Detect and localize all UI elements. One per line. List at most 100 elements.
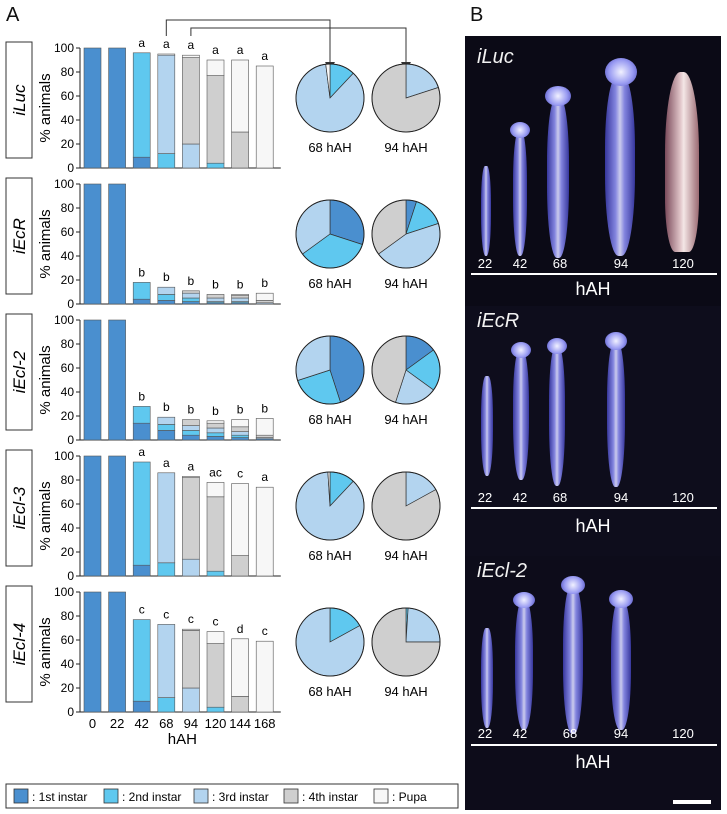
significance-letter: b [212, 404, 219, 418]
legend-swatch [373, 788, 389, 804]
bar-segment [157, 53, 176, 56]
bar-segment [132, 282, 151, 300]
legend-label: : 2nd instar [122, 790, 181, 804]
larva-42 [515, 600, 533, 730]
legend-swatch [103, 788, 119, 804]
x-tick-label: 68 [159, 716, 173, 731]
bar-segment [231, 131, 249, 169]
bar-segment [182, 558, 200, 577]
hah-title-iluc: hAH [575, 279, 611, 299]
pie-label: 94 hAH [384, 412, 427, 427]
y-tick-label: 60 [61, 497, 75, 511]
y-axis-label: % animals [37, 73, 54, 142]
y-tick-label: 0 [67, 569, 74, 583]
pie-outline [295, 335, 365, 405]
y-tick-label: 80 [61, 337, 75, 351]
bar-segment [206, 643, 225, 708]
bar-segment [108, 591, 126, 713]
significance-letter: c [139, 603, 145, 617]
significance-letter: b [163, 400, 170, 414]
bar-segment [132, 461, 151, 566]
y-tick-label: 80 [61, 473, 75, 487]
larva-head-94 [605, 58, 637, 86]
significance-letter: c [163, 607, 169, 621]
bar-segment [83, 591, 102, 713]
y-tick-label: 40 [61, 657, 75, 671]
y-tick-label: 0 [67, 705, 74, 719]
y-tick-label: 80 [61, 201, 75, 215]
photo-label-iecr: iEcR [477, 310, 520, 332]
y-axis-label: % animals [37, 481, 54, 550]
significance-letter: c [213, 615, 219, 629]
bar-segment [182, 430, 200, 436]
larva-head-94 [609, 590, 633, 608]
significance-letter: a [163, 37, 170, 51]
bar-segment [206, 422, 225, 429]
bar-segment [182, 292, 200, 299]
larva-head-42 [510, 122, 530, 138]
bar-segment [157, 54, 176, 154]
tick-label: 68 [552, 256, 568, 271]
photo-ticks-iecl2: 22 42 68 94 120 [465, 726, 721, 744]
bar-segment [231, 419, 249, 428]
significance-letter: a [138, 36, 145, 50]
pie-label: 68 hAH [308, 276, 351, 291]
bar-segment [182, 419, 200, 426]
x-tick-label: 94 [184, 716, 198, 731]
pie-label: 68 hAH [308, 684, 351, 699]
bar-segment [132, 406, 151, 424]
pie-outline [371, 471, 441, 541]
arrow-line [165, 19, 331, 62]
pie-outline [295, 471, 365, 541]
tick-label: 42 [512, 256, 528, 271]
panel-b-label: B [470, 4, 484, 26]
y-tick-label: 100 [54, 313, 74, 327]
bar-segment [157, 562, 176, 577]
bar-charts-figure: iLuc % animals 0 20 40 60 80 100 a a a a a a 68 hAH 94 … [5, 19, 459, 809]
y-tick-label: 100 [54, 585, 74, 599]
bar-segment [206, 496, 225, 572]
bar-segment [108, 47, 126, 169]
pie-outline [371, 63, 441, 133]
bar-segment [255, 65, 274, 169]
bar-segment [206, 59, 225, 76]
bar-segment [108, 183, 126, 305]
tick-label: 42 [512, 726, 528, 741]
bar-segment [83, 455, 102, 577]
bar-segment [182, 476, 200, 478]
larva-42 [513, 350, 529, 480]
row-label: iLuc [10, 84, 29, 116]
bar-segment [231, 483, 249, 556]
larva-68 [563, 586, 583, 734]
tick-label: 120 [672, 726, 694, 741]
y-tick-label: 20 [61, 545, 75, 559]
photo-iecl2: iEcl-2 22 42 68 94 120 hAH [465, 556, 721, 810]
bar-segment [157, 416, 176, 425]
legend-label: : Pupa [392, 790, 427, 804]
tick-label: 68 [552, 490, 568, 505]
hah-axis-line [471, 507, 717, 509]
pie-outline [371, 335, 441, 405]
significance-letter: b [138, 389, 145, 403]
pie-label: 68 hAH [308, 140, 351, 155]
bar-segment [108, 319, 126, 441]
tick-label: 94 [613, 726, 629, 741]
significance-letter: a [188, 38, 195, 52]
panel-a-label: A [6, 4, 20, 26]
pie-label: 94 hAH [384, 548, 427, 563]
larva-22 [481, 628, 493, 728]
y-tick-label: 20 [61, 137, 75, 151]
bar-segment [132, 564, 151, 577]
y-tick-label: 100 [54, 449, 74, 463]
photo-iluc: iLuc 22 42 68 94 120 hAH [465, 36, 721, 306]
larva-head-68 [547, 338, 567, 354]
row-label-box [5, 585, 33, 703]
y-tick-label: 0 [67, 161, 74, 175]
significance-letter: b [261, 276, 268, 290]
bar-segment [255, 640, 274, 713]
bar-segment [206, 570, 225, 577]
hah-title-iecr: hAH [575, 516, 611, 536]
tick-label: 68 [562, 726, 578, 741]
bar-segment [132, 298, 151, 305]
significance-letter: c [188, 612, 194, 626]
